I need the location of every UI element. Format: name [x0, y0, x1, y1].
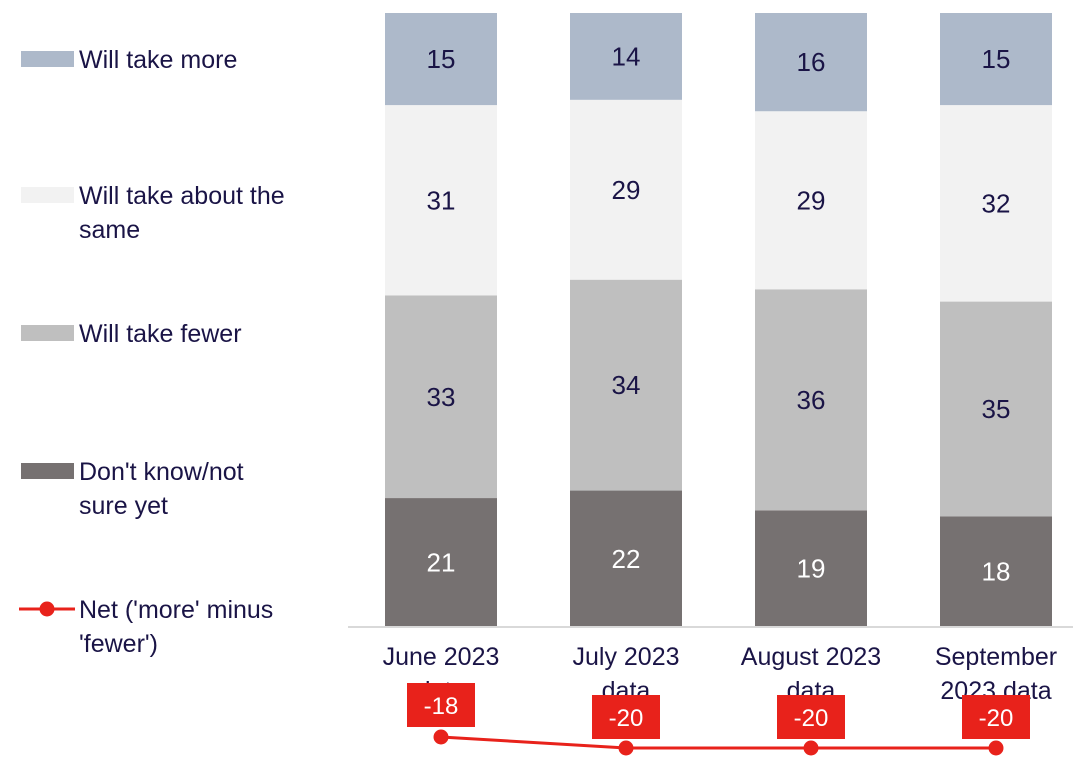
bar-don-t-know-not-sure-yet-4	[940, 516, 1052, 627]
net-label-box-1	[407, 683, 475, 727]
data-label-will-take-fewer-1: 33	[427, 382, 456, 412]
bar-will-take-more-4	[940, 13, 1052, 106]
net-label-box-3	[777, 695, 845, 739]
net-point-2	[618, 740, 634, 756]
bar-will-take-fewer-2	[570, 279, 682, 491]
data-label-don-t-know-not-sure-yet-2: 22	[612, 544, 641, 574]
net-label-3: -20	[794, 705, 829, 732]
legend-label-will-take-about-the-same-line-1: Will take about the	[79, 182, 285, 210]
data-label-don-t-know-not-sure-yet-3: 19	[797, 554, 826, 584]
net-label-4: -20	[979, 705, 1014, 732]
legend-label-will-take-fewer-line-1: Will take fewer	[79, 320, 242, 348]
data-label-don-t-know-not-sure-yet-4: 18	[982, 557, 1011, 587]
bar-will-take-fewer-4	[940, 301, 1052, 517]
data-label-will-take-fewer-2: 34	[612, 370, 641, 400]
bar-will-take-fewer-1	[385, 295, 497, 499]
data-label-will-take-more-1: 15	[427, 44, 456, 74]
net-point-1	[433, 729, 449, 745]
legend-label-will-take-more-line-1: Will take more	[79, 46, 237, 74]
legend-label-don-t-know-not-sure-yet-line-1: Don't know/not	[79, 458, 244, 486]
data-label-will-take-about-the-same-2: 29	[612, 175, 641, 205]
bar-don-t-know-not-sure-yet-3	[755, 510, 867, 627]
net-line-path	[440, 735, 996, 750]
category-label-1-line-1: June 2023	[383, 643, 500, 671]
data-label-will-take-more-3: 16	[797, 47, 826, 77]
bar-will-take-about-the-same-3	[755, 111, 867, 290]
bar-will-take-more-1	[385, 13, 497, 106]
legend-swatch-don-t-know-not-sure-yet	[21, 463, 74, 479]
data-label-will-take-fewer-4: 35	[982, 394, 1011, 424]
bar-will-take-about-the-same-2	[570, 99, 682, 280]
category-label-3-line-1: August 2023	[741, 643, 881, 671]
net-label-box-2	[592, 695, 660, 739]
category-label-4-line-1: September	[935, 643, 1057, 671]
data-label-will-take-more-2: 14	[612, 41, 641, 71]
bar-will-take-more-2	[570, 13, 682, 100]
category-label-2-line-1: July 2023	[572, 643, 679, 671]
stacked-bars: 21 33 31 15 22 34 29 14 19 36 29 16 18 35 32 15	[385, 13, 1052, 627]
bar-will-take-fewer-3	[755, 289, 867, 511]
data-label-will-take-about-the-same-3: 29	[797, 185, 826, 215]
data-label-will-take-about-the-same-4: 32	[982, 188, 1011, 218]
data-label-will-take-fewer-3: 36	[797, 385, 826, 415]
legend-label-net-more-minus-fewer-line-2: 'fewer')	[79, 630, 158, 658]
legend-label-net-more-minus-fewer-line-1: Net ('more' minus	[79, 596, 273, 624]
net-label-2: -20	[609, 705, 644, 732]
net-point-3	[803, 740, 819, 756]
legend-swatch-will-take-fewer	[21, 325, 74, 341]
legend-swatch-will-take-about-the-same	[21, 187, 74, 203]
legend: Will take more Will take about the same Wil…	[19, 46, 285, 658]
data-label-don-t-know-not-sure-yet-1: 21	[427, 548, 456, 578]
bar-will-take-about-the-same-4	[940, 105, 1052, 302]
legend-swatch-will-take-more	[21, 51, 74, 67]
net-line: -18 -20 -20 -20	[407, 683, 1030, 756]
net-label-box-4	[962, 695, 1030, 739]
bar-don-t-know-not-sure-yet-1	[385, 498, 497, 627]
legend-label-don-t-know-not-sure-yet-line-2: sure yet	[79, 492, 168, 520]
data-label-will-take-about-the-same-1: 31	[427, 185, 456, 215]
bar-don-t-know-not-sure-yet-2	[570, 490, 682, 627]
net-point-4	[988, 740, 1004, 756]
legend-label-will-take-about-the-same-line-2: same	[79, 216, 140, 244]
bar-will-take-more-3	[755, 13, 867, 112]
bar-will-take-about-the-same-1	[385, 105, 497, 296]
data-label-will-take-more-4: 15	[982, 44, 1011, 74]
legend-swatch-marker-net-more-minus-fewer	[39, 601, 55, 617]
net-label-1: -18	[424, 693, 459, 720]
